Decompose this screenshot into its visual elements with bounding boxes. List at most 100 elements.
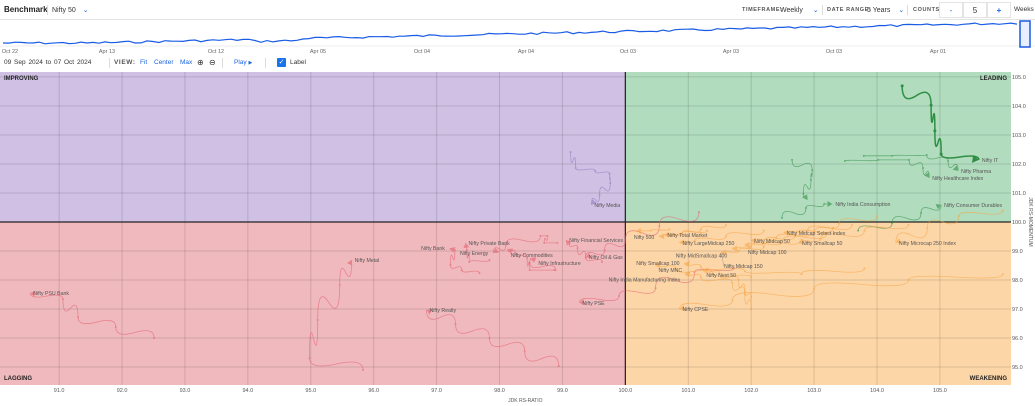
trail-point (843, 160, 846, 163)
series-trail[interactable] (679, 229, 765, 246)
trail-label: Nifty Energy (460, 251, 489, 257)
series-trail[interactable] (679, 273, 1004, 312)
series-trail[interactable] (308, 259, 365, 371)
trail-point (603, 249, 606, 252)
benchmark-select[interactable]: Nifty 50 ⌄ (52, 6, 89, 14)
timeframe-select[interactable]: Weekly ⌄ (780, 6, 819, 14)
trail-point (699, 265, 702, 268)
series-trail[interactable] (492, 234, 559, 256)
trail-head-arrow (579, 299, 585, 306)
max-button[interactable]: Max (180, 59, 193, 66)
trail-point (929, 103, 933, 107)
decrement-button[interactable]: - (939, 2, 963, 18)
trail-label: Nifty Oil & Gas (589, 255, 623, 261)
trail-point (362, 368, 365, 371)
series-trail[interactable] (702, 266, 753, 299)
series-trail[interactable] (449, 245, 481, 275)
x-tick-label: 93.0 (180, 388, 191, 394)
trail-point (699, 228, 702, 231)
trail-head-arrow (703, 267, 709, 274)
trail-head-arrow (924, 172, 930, 178)
timeframe-value: Weekly (780, 7, 803, 14)
trail-point (811, 169, 814, 172)
series-trail[interactable] (798, 223, 910, 246)
series-trail[interactable] (684, 260, 866, 276)
series-trail[interactable] (791, 158, 814, 202)
trail-line (679, 230, 765, 243)
trail-point (737, 249, 740, 252)
trail-point (61, 298, 64, 301)
trail-point (781, 239, 784, 242)
trail-label: Nifty Smallcap 50 (802, 241, 842, 247)
trail-line (731, 233, 828, 250)
x-tick-label: 100.0 (618, 388, 632, 394)
fit-button[interactable]: Fit (140, 59, 148, 66)
series-trail[interactable] (569, 151, 612, 207)
trail-line (895, 210, 1004, 243)
trail-head-arrow (744, 242, 751, 249)
timeline-navigator[interactable]: Oct 22 Apr 13 Oct 12 Apr 05 Oct 04 Apr 04 Oct … (0, 20, 1035, 56)
zoom-out-icon[interactable]: ⊖ (209, 58, 216, 67)
series-trail[interactable] (658, 229, 709, 240)
trail-line (663, 224, 727, 236)
series-trail[interactable] (655, 261, 753, 279)
timeline-tick-label: Apr 03 (723, 49, 739, 55)
center-button[interactable]: Center (154, 59, 174, 66)
trail-point (576, 247, 579, 250)
trail-label: Nifty MNC (659, 268, 683, 274)
series-trail[interactable] (731, 232, 828, 252)
timeline-tick-label: Oct 03 (620, 49, 636, 55)
to-day: 07 (53, 59, 62, 66)
series-trail[interactable] (780, 200, 833, 219)
date-range-select[interactable]: 5 Years ⌄ (867, 6, 904, 14)
trail-point (737, 278, 740, 281)
series-trail[interactable] (635, 227, 671, 234)
quadrant-label-improving: IMPROVING (4, 76, 39, 82)
trail-point (114, 325, 117, 328)
trail-point (316, 319, 319, 322)
series-trail[interactable] (29, 290, 156, 340)
series-trail[interactable] (425, 307, 560, 368)
play-button[interactable]: Play ▶ (234, 58, 252, 68)
series-trail[interactable] (900, 84, 980, 163)
trail-point (77, 316, 80, 319)
trail-point (907, 223, 910, 226)
x-tick-label: 103.0 (807, 388, 821, 394)
series-trail[interactable] (528, 255, 557, 272)
series-trail[interactable] (744, 226, 834, 249)
increment-button[interactable]: + (987, 2, 1011, 18)
series-trail[interactable] (506, 246, 556, 272)
trail-point (947, 160, 950, 163)
series-trail[interactable] (585, 211, 700, 260)
trail-point (569, 151, 572, 154)
trail-point (957, 215, 960, 218)
timeline-selection-handle[interactable] (1019, 20, 1031, 48)
series-trail[interactable] (684, 270, 753, 310)
label-checkbox[interactable]: ✓ (277, 58, 286, 67)
series-trail[interactable] (720, 238, 803, 256)
trail-label: Nifty Financial Services (569, 238, 623, 244)
series-trail[interactable] (862, 153, 960, 173)
series-trail[interactable] (843, 158, 932, 180)
trail-point (907, 278, 910, 281)
trail-label: Nifty CPSE (682, 307, 708, 313)
trail-point (654, 287, 657, 290)
zoom-in-icon[interactable]: ⊕ (197, 58, 204, 67)
trail-head-arrow (827, 200, 833, 207)
series-trail[interactable] (564, 238, 604, 264)
trail-point (920, 211, 923, 214)
trail-point (488, 337, 491, 340)
trail-point (743, 293, 746, 296)
series-trail[interactable] (895, 209, 1004, 245)
trail-point (468, 261, 471, 264)
trail-line (798, 224, 909, 243)
series-trail[interactable] (463, 242, 491, 264)
rrg-chart[interactable]: 91.0 92.0 93.0 94.0 95.0 96.0 97.0 98.0 99.0 100.… (0, 72, 1035, 406)
y-tick-label: 102.0 (1012, 162, 1026, 168)
divider (822, 5, 823, 15)
trail-label: Nifty Realty (430, 308, 457, 314)
trail-point (601, 261, 604, 264)
y-tick-label: 100.0 (1012, 220, 1026, 226)
x-tick-label: 99.0 (557, 388, 568, 394)
count-input[interactable]: 5 (963, 2, 987, 18)
